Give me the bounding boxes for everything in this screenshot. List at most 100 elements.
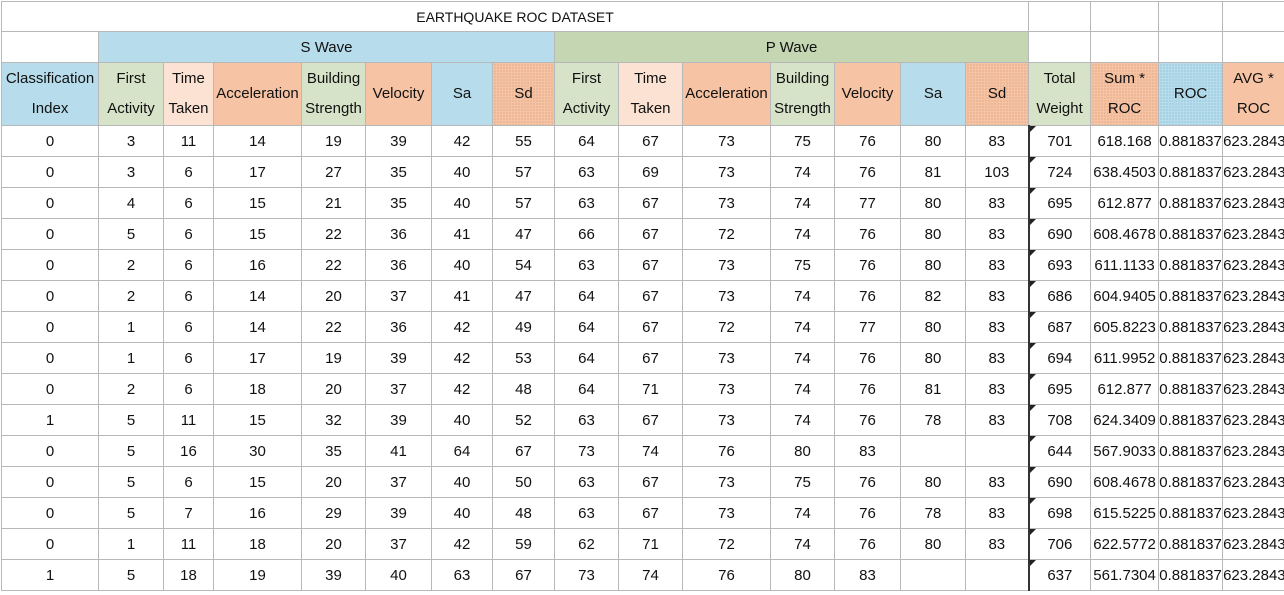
cell-s-velocity[interactable]: 35 xyxy=(366,157,432,188)
cell-sum-roc[interactable]: 622.5772 xyxy=(1091,529,1159,560)
cell-avg-roc[interactable]: 623.2843 xyxy=(1223,219,1284,250)
cell-s-building-strength[interactable]: 19 xyxy=(302,126,366,157)
cell-p-time-taken[interactable]: 67 xyxy=(619,126,683,157)
cell-avg-roc[interactable]: 623.2843 xyxy=(1223,157,1284,188)
cell-p-sa[interactable]: 80 xyxy=(901,343,966,374)
cell-roc[interactable]: 0.881837 xyxy=(1159,281,1223,312)
cell-s-velocity[interactable]: 39 xyxy=(366,126,432,157)
cell-p-first-activity[interactable]: 64 xyxy=(555,343,619,374)
title-cell-blank[interactable] xyxy=(1159,2,1223,32)
cell-p-sa[interactable] xyxy=(901,436,966,467)
cell-roc[interactable]: 0.881837 xyxy=(1159,219,1223,250)
cell-p-sd[interactable]: 83 xyxy=(966,219,1029,250)
group-cell-blank[interactable] xyxy=(1159,32,1223,63)
cell-s-sd[interactable]: 55 xyxy=(493,126,555,157)
cell-s-first-activity[interactable]: 4 xyxy=(99,188,164,219)
cell-roc[interactable]: 0.881837 xyxy=(1159,343,1223,374)
cell-avg-roc[interactable]: 623.2843 xyxy=(1223,250,1284,281)
cell-roc[interactable]: 0.881837 xyxy=(1159,188,1223,219)
cell-p-sd[interactable]: 83 xyxy=(966,405,1029,436)
cell-p-sd[interactable]: 83 xyxy=(966,498,1029,529)
cell-total-weight[interactable]: 698 xyxy=(1029,498,1091,529)
cell-total-weight[interactable]: 695 xyxy=(1029,188,1091,219)
cell-p-building-strength[interactable]: 74 xyxy=(771,374,835,405)
cell-total-weight[interactable]: 701 xyxy=(1029,126,1091,157)
header-p-velocity[interactable]: Velocity xyxy=(835,63,901,126)
cell-p-velocity[interactable]: 76 xyxy=(835,250,901,281)
cell-s-time-taken[interactable]: 7 xyxy=(164,498,214,529)
cell-s-first-activity[interactable]: 2 xyxy=(99,250,164,281)
cell-s-sd[interactable]: 48 xyxy=(493,498,555,529)
cell-p-sa[interactable]: 80 xyxy=(901,529,966,560)
cell-p-sd[interactable]: 83 xyxy=(966,467,1029,498)
title-cell-blank[interactable] xyxy=(1091,2,1159,32)
cell-s-building-strength[interactable]: 20 xyxy=(302,281,366,312)
cell-p-sd[interactable] xyxy=(966,436,1029,467)
cell-p-time-taken[interactable]: 74 xyxy=(619,436,683,467)
cell-p-first-activity[interactable]: 73 xyxy=(555,436,619,467)
cell-p-velocity[interactable]: 76 xyxy=(835,529,901,560)
cell-classification-index[interactable]: 0 xyxy=(2,281,99,312)
group-cell-blank[interactable] xyxy=(1223,32,1284,63)
header-p-building-strength[interactable]: Building Strength xyxy=(771,63,835,126)
cell-s-time-taken[interactable]: 16 xyxy=(164,436,214,467)
cell-s-first-activity[interactable]: 3 xyxy=(99,126,164,157)
cell-p-time-taken[interactable]: 67 xyxy=(619,343,683,374)
cell-p-velocity[interactable]: 76 xyxy=(835,219,901,250)
cell-s-sa[interactable]: 41 xyxy=(432,219,493,250)
cell-p-velocity[interactable]: 77 xyxy=(835,188,901,219)
cell-total-weight[interactable]: 686 xyxy=(1029,281,1091,312)
cell-sum-roc[interactable]: 608.4678 xyxy=(1091,467,1159,498)
cell-s-building-strength[interactable]: 22 xyxy=(302,250,366,281)
cell-s-velocity[interactable]: 40 xyxy=(366,560,432,591)
cell-s-sd[interactable]: 67 xyxy=(493,436,555,467)
cell-s-first-activity[interactable]: 1 xyxy=(99,312,164,343)
cell-p-sa[interactable]: 80 xyxy=(901,312,966,343)
cell-roc[interactable]: 0.881837 xyxy=(1159,529,1223,560)
cell-s-acceleration[interactable]: 15 xyxy=(214,188,302,219)
cell-p-sd[interactable]: 103 xyxy=(966,157,1029,188)
cell-s-time-taken[interactable]: 18 xyxy=(164,560,214,591)
cell-p-sd[interactable]: 83 xyxy=(966,281,1029,312)
cell-p-building-strength[interactable]: 74 xyxy=(771,529,835,560)
cell-sum-roc[interactable]: 612.877 xyxy=(1091,374,1159,405)
header-s-first-activity[interactable]: First Activity xyxy=(99,63,164,126)
header-s-building-strength[interactable]: Building Strength xyxy=(302,63,366,126)
cell-s-sd[interactable]: 48 xyxy=(493,374,555,405)
cell-s-sd[interactable]: 50 xyxy=(493,467,555,498)
cell-s-velocity[interactable]: 37 xyxy=(366,281,432,312)
cell-sum-roc[interactable]: 612.877 xyxy=(1091,188,1159,219)
cell-s-acceleration[interactable]: 16 xyxy=(214,498,302,529)
group-cell-blank[interactable] xyxy=(1029,32,1091,63)
cell-p-building-strength[interactable]: 74 xyxy=(771,281,835,312)
cell-p-velocity[interactable]: 76 xyxy=(835,126,901,157)
cell-roc[interactable]: 0.881837 xyxy=(1159,560,1223,591)
cell-p-first-activity[interactable]: 64 xyxy=(555,374,619,405)
cell-p-velocity[interactable]: 83 xyxy=(835,560,901,591)
cell-s-acceleration[interactable]: 18 xyxy=(214,529,302,560)
cell-p-building-strength[interactable]: 75 xyxy=(771,126,835,157)
cell-s-sa[interactable]: 40 xyxy=(432,250,493,281)
cell-roc[interactable]: 0.881837 xyxy=(1159,467,1223,498)
cell-p-sa[interactable]: 81 xyxy=(901,157,966,188)
sheet-title[interactable]: EARTHQUAKE ROC DATASET xyxy=(2,2,1029,32)
cell-p-acceleration[interactable]: 73 xyxy=(683,126,771,157)
cell-p-building-strength[interactable]: 74 xyxy=(771,343,835,374)
cell-sum-roc[interactable]: 618.168 xyxy=(1091,126,1159,157)
cell-s-time-taken[interactable]: 11 xyxy=(164,405,214,436)
cell-s-acceleration[interactable]: 15 xyxy=(214,219,302,250)
cell-s-first-activity[interactable]: 3 xyxy=(99,157,164,188)
cell-p-building-strength[interactable]: 75 xyxy=(771,250,835,281)
cell-p-time-taken[interactable]: 74 xyxy=(619,560,683,591)
cell-s-time-taken[interactable]: 6 xyxy=(164,188,214,219)
cell-s-building-strength[interactable]: 22 xyxy=(302,312,366,343)
s-wave-group-header[interactable]: S Wave xyxy=(99,32,555,63)
cell-s-sa[interactable]: 40 xyxy=(432,498,493,529)
cell-roc[interactable]: 0.881837 xyxy=(1159,126,1223,157)
cell-s-building-strength[interactable]: 21 xyxy=(302,188,366,219)
cell-s-sa[interactable]: 40 xyxy=(432,157,493,188)
cell-sum-roc[interactable]: 638.4503 xyxy=(1091,157,1159,188)
cell-sum-roc[interactable]: 605.8223 xyxy=(1091,312,1159,343)
cell-s-sa[interactable]: 63 xyxy=(432,560,493,591)
cell-s-sd[interactable]: 52 xyxy=(493,405,555,436)
